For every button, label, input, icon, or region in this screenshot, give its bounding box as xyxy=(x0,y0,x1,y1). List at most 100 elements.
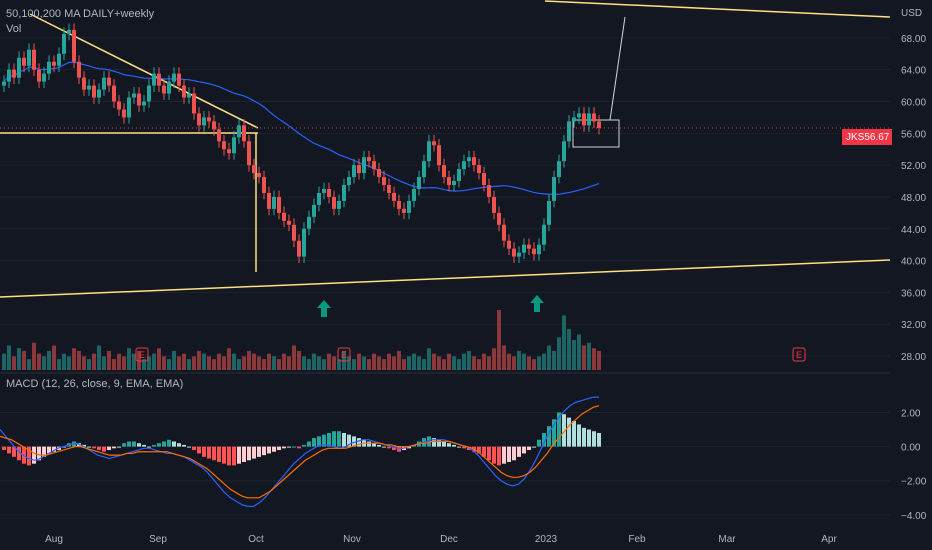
volume-bar xyxy=(107,350,111,370)
candle-body xyxy=(282,212,286,221)
macd-histogram-bar xyxy=(222,446,226,464)
candle-body xyxy=(217,129,221,142)
macd-histogram-bar xyxy=(202,446,206,457)
macd-histogram-bar xyxy=(112,446,116,449)
macd-histogram-bar xyxy=(152,444,156,447)
macd-histogram-bar xyxy=(212,446,216,461)
volume-bar xyxy=(542,353,546,370)
time-tick-label: Apr xyxy=(821,534,837,545)
volume-bar xyxy=(427,348,431,370)
volume-bar xyxy=(282,353,286,370)
macd-histogram-bar xyxy=(132,441,136,447)
macd-histogram-bar xyxy=(142,444,146,447)
macd-histogram-bar xyxy=(252,446,256,459)
price-axis[interactable]: USD 68.00 64.00 60.00 56.00 52.00 48.00 44.00 40… xyxy=(901,8,926,363)
macd-axis[interactable]: 2.00 0.00 −2.00 −4.00 xyxy=(901,408,927,521)
volume-bars xyxy=(2,310,601,370)
study-legend[interactable]: 50,100,200 MA DAILY+weekly xyxy=(6,8,155,20)
volume-bar xyxy=(342,350,346,370)
volume-bar xyxy=(87,359,91,370)
macd-histogram-bar xyxy=(552,419,556,447)
volume-bar xyxy=(57,359,61,370)
candle-body xyxy=(242,125,246,142)
macd-histogram-bar xyxy=(217,446,221,462)
candle-body xyxy=(257,173,261,178)
candle-body xyxy=(462,161,466,170)
macd-histogram-bar xyxy=(52,446,56,452)
volume-bar xyxy=(417,356,421,370)
last-price-tag: JKS 56.67 xyxy=(842,129,892,145)
macd-histogram-bar xyxy=(247,446,251,461)
volume-bar xyxy=(227,348,231,370)
macd-legend[interactable]: MACD (12, 26, close, 9, EMA, EMA) xyxy=(6,378,184,390)
candle-body xyxy=(387,185,391,193)
macd-histogram-bar xyxy=(502,446,506,464)
candle-body xyxy=(137,93,141,106)
candlestick-series[interactable] xyxy=(2,23,601,263)
candle-body xyxy=(12,69,16,78)
macd-histogram-bar xyxy=(302,444,306,447)
volume-bar xyxy=(62,353,66,370)
candle-body xyxy=(592,113,596,122)
candle-body xyxy=(37,69,41,82)
candle-body xyxy=(492,196,496,213)
trendline xyxy=(544,0,891,18)
macd-histogram-bar xyxy=(7,446,11,454)
candle-body xyxy=(432,141,436,146)
volume-bar xyxy=(532,359,536,370)
candle-body xyxy=(552,177,556,201)
candle-body xyxy=(572,117,576,122)
macd-histogram-bar xyxy=(492,446,496,464)
volume-bar xyxy=(317,356,321,370)
time-axis[interactable]: Aug Sep Oct Nov Dec 2023 Feb Mar Apr xyxy=(45,534,837,545)
volume-bar xyxy=(247,350,251,370)
macd-histogram-bar xyxy=(182,444,186,447)
volume-bar xyxy=(72,348,76,370)
volume-bar xyxy=(372,353,376,370)
candle-body xyxy=(17,57,21,78)
candle-body xyxy=(597,121,601,128)
candle-body xyxy=(92,85,96,98)
candle-body xyxy=(327,189,331,197)
volume-bar xyxy=(177,356,181,370)
candle-body xyxy=(27,49,31,66)
candle-body xyxy=(302,228,306,257)
candle-body xyxy=(152,73,156,86)
price-tick-label: 56.00 xyxy=(901,129,926,140)
candle-body xyxy=(407,200,411,213)
price-tick-label: 64.00 xyxy=(901,66,926,77)
candle-body xyxy=(287,220,291,225)
macd-histogram-bar xyxy=(12,446,16,457)
candle-body xyxy=(342,185,346,201)
volume-bar xyxy=(597,350,601,370)
price-tick-label: 36.00 xyxy=(901,288,926,299)
macd-histogram-bar xyxy=(562,414,566,447)
macd-histogram-bar xyxy=(412,444,416,447)
candle-body xyxy=(72,29,76,62)
candle-body xyxy=(337,200,341,209)
volume-bar xyxy=(82,356,86,370)
volume-bar xyxy=(172,350,176,370)
candle-body xyxy=(162,85,166,94)
volume-bar xyxy=(252,353,256,370)
earnings-marker-box xyxy=(135,347,149,362)
macd-histogram-bar xyxy=(102,446,106,452)
macd-histogram-bar xyxy=(242,446,246,462)
macd-histogram-bar xyxy=(337,431,341,447)
earnings-marker-box xyxy=(337,347,351,362)
candle-body xyxy=(392,192,396,201)
macd-histogram-bar xyxy=(262,446,266,456)
candle-body xyxy=(527,244,531,249)
candle-body xyxy=(107,77,111,86)
volume-legend[interactable]: Vol xyxy=(6,23,22,35)
macd-panel[interactable] xyxy=(0,396,601,507)
volume-bar xyxy=(302,356,306,370)
macd-histogram-bar xyxy=(452,444,456,447)
volume-bar xyxy=(482,353,486,370)
price-tick-label: 48.00 xyxy=(901,193,926,204)
candle-body xyxy=(252,165,256,174)
volume-bar xyxy=(462,353,466,370)
volume-bar xyxy=(272,356,276,370)
volume-bar xyxy=(582,345,586,370)
